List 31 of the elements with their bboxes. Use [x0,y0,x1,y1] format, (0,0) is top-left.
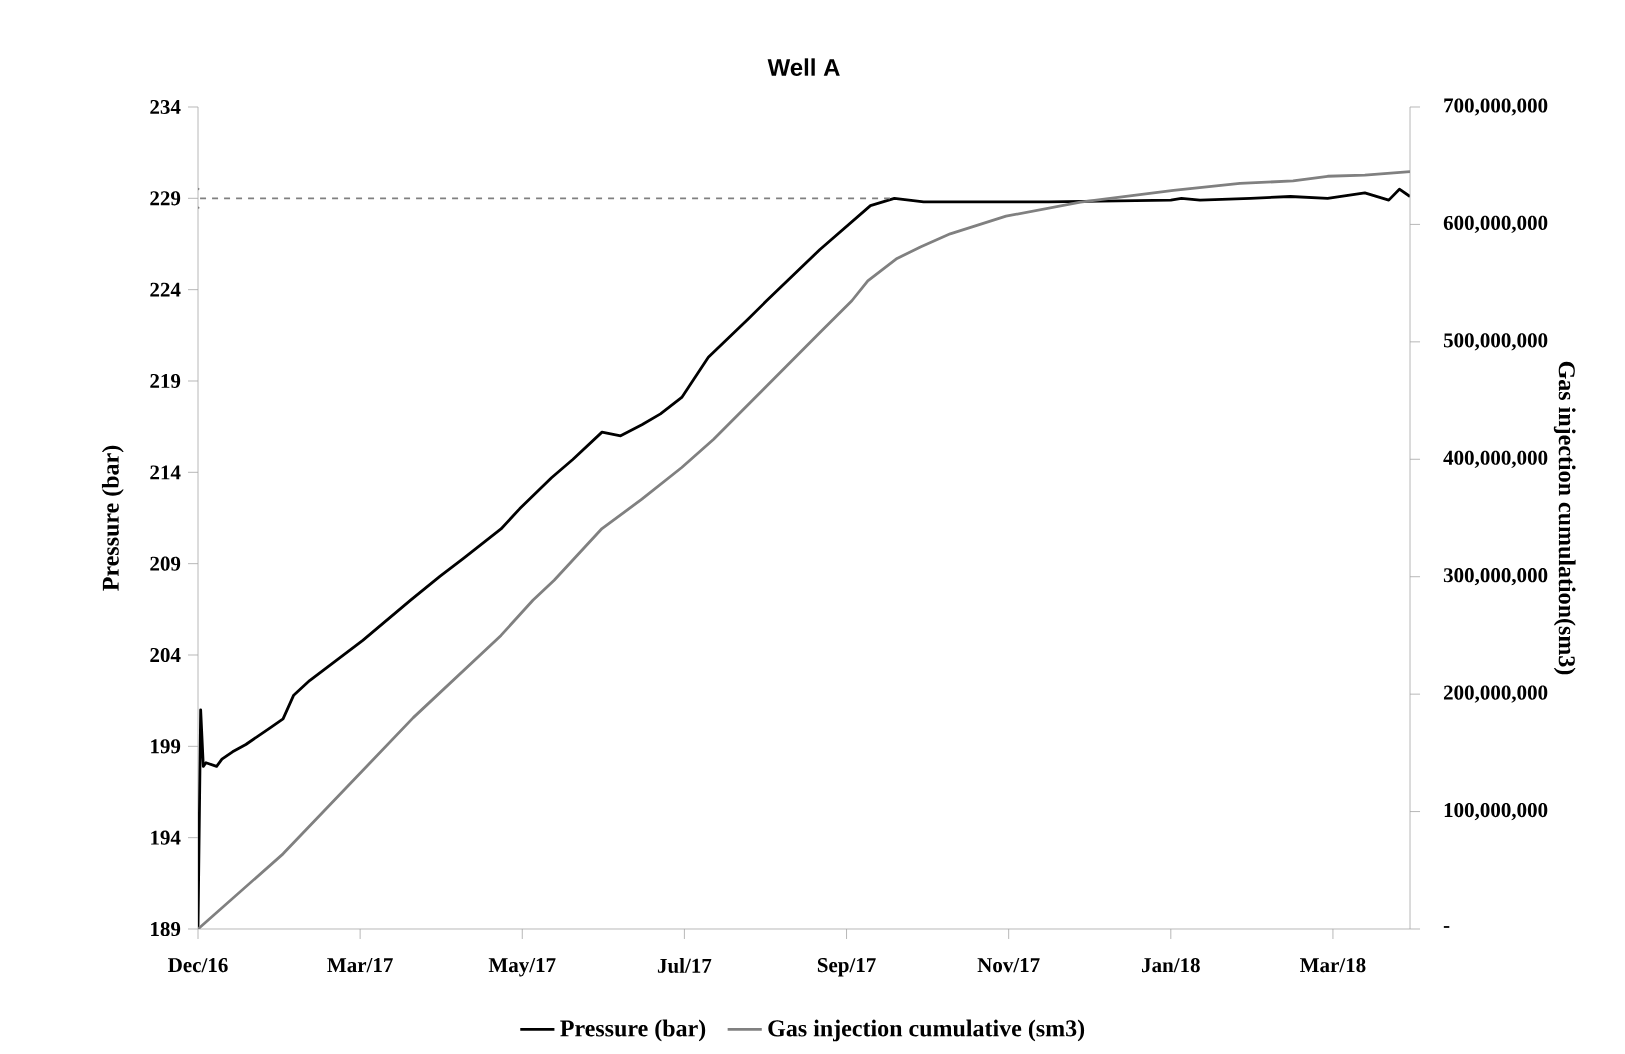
y2-tick-label: 500,000,000 [1443,333,1548,351]
chart-title: Well A [767,58,840,76]
x-tick-label: Dec/16 [168,958,228,973]
x-tick-label: Mar/17 [327,958,393,973]
y2-tick-label: 300,000,000 [1443,568,1548,586]
y-tick-label: 234 [150,99,181,115]
y-axis-title: Pressure (bar) [101,445,124,591]
legend-label: Gas injection cumulative (sm3) [768,1019,1085,1042]
y2-tick-label: 600,000,000 [1443,215,1548,234]
y-tick-label: 194 [151,830,181,845]
x-tick-label: May/17 [488,958,556,977]
x-tick-label: Jan/18 [1141,958,1200,973]
y-tick-label: 204 [150,647,181,663]
y-tick-label: 224 [150,282,181,297]
y-tick-label: 199 [151,739,181,754]
y2-tick-label: - [1443,926,1450,928]
y2-tick-label: 200,000,000 [1443,685,1548,703]
y-tick-label: 229 [150,191,181,206]
legend-label: Pressure (bar) [560,1019,706,1042]
x-tick-label: Nov/17 [977,958,1040,973]
y-tick-label: 189 [151,921,181,937]
y2-tick-label: 700,000,000 [1444,98,1548,116]
y2-tick-label: 100,000,000 [1444,802,1548,821]
y-tick-label: 214 [150,465,181,480]
y-tick-label: 209 [150,556,181,571]
x-tick-label: Sep/17 [817,958,876,977]
x-tick-label: Mar/18 [1300,958,1366,973]
x-tick-label: Jul/17 [657,958,712,973]
y-tick-label: 219 [150,373,181,389]
y2-axis-title: Gas injection cumulation(sm3) [1553,361,1576,675]
y2-tick-label: 400,000,000 [1443,450,1548,468]
